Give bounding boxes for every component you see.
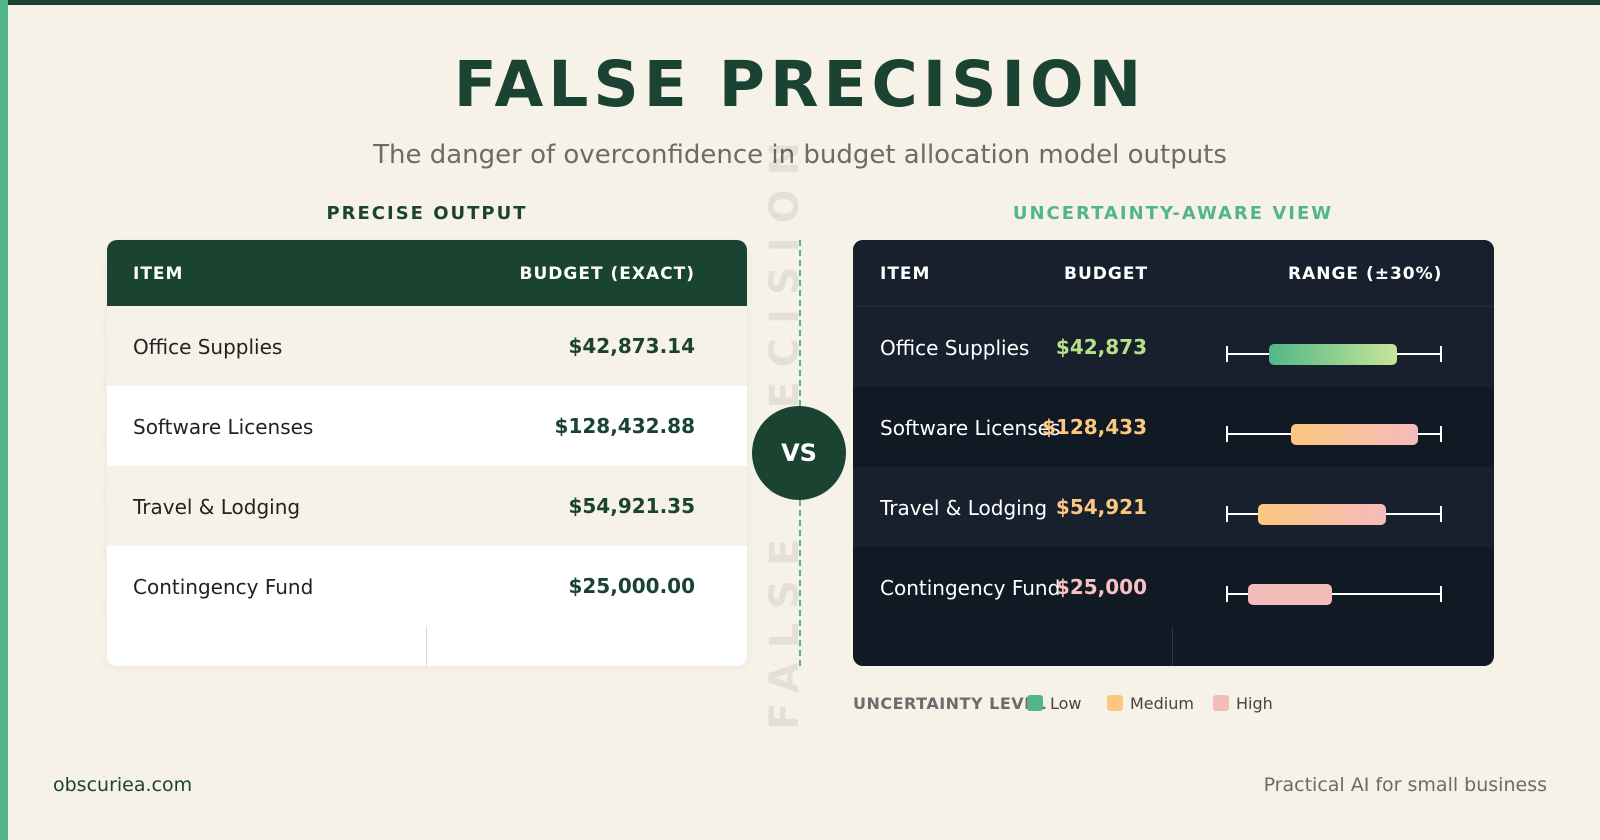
column-header-range: RANGE (±30%) xyxy=(1288,264,1443,284)
footer-tagline: Practical AI for small business xyxy=(1263,774,1547,796)
budget-value: $42,873 xyxy=(1055,335,1147,359)
vs-label: VS xyxy=(781,439,817,467)
item-name: Contingency Fund xyxy=(133,575,314,599)
table-row: Contingency Fund $25,000.00 xyxy=(107,546,747,626)
column-header-budget: BUDGET xyxy=(1064,264,1149,284)
table-row: Office Supplies $42,873.14 xyxy=(107,306,747,386)
budget-value: $25,000 xyxy=(1055,575,1147,599)
legend-item-low: Low xyxy=(1027,694,1082,713)
legend-item-high: High xyxy=(1213,694,1273,713)
page-title: FALSE PRECISION xyxy=(453,48,1147,121)
table-row: Software Licenses $128,433 xyxy=(853,387,1494,467)
range-max-cap xyxy=(1440,586,1442,602)
range-max-cap xyxy=(1440,346,1442,362)
item-name: Office Supplies xyxy=(880,336,1030,360)
column-header-budget: BUDGET (EXACT) xyxy=(519,264,695,284)
low-swatch xyxy=(1027,695,1043,711)
column-header-item: ITEM xyxy=(880,264,931,284)
legend-item-medium: Medium xyxy=(1107,694,1194,713)
table-row: Travel & Lodging $54,921.35 xyxy=(107,466,747,546)
column-header-item: ITEM xyxy=(133,264,184,284)
range-min-cap xyxy=(1226,346,1228,362)
budget-value: $54,921 xyxy=(1055,495,1147,519)
range-min-cap xyxy=(1226,586,1228,602)
range-indicator xyxy=(1226,419,1442,449)
legend-label: Medium xyxy=(1130,694,1194,713)
range-indicator xyxy=(1226,339,1442,369)
footer-site: obscuriea.com xyxy=(53,774,193,796)
item-name: Contingency Fund xyxy=(880,576,1061,600)
budget-value: $128,433 xyxy=(1041,415,1147,439)
range-max-cap xyxy=(1440,426,1442,442)
range-bar xyxy=(1290,424,1419,445)
table-header: ITEM BUDGET (EXACT) xyxy=(107,240,747,306)
range-bar xyxy=(1258,504,1386,525)
legend-label: Low xyxy=(1050,694,1082,713)
range-indicator xyxy=(1226,499,1442,529)
range-bar xyxy=(1247,584,1332,605)
budget-value: $54,921.35 xyxy=(568,494,695,518)
page-subtitle: The danger of overconfidence in budget a… xyxy=(373,140,1227,170)
precise-output-table: ITEM BUDGET (EXACT) Office Supplies $42,… xyxy=(107,240,747,666)
range-max-cap xyxy=(1440,506,1442,522)
range-whisker xyxy=(1226,593,1442,595)
top-accent-bar xyxy=(0,0,1600,5)
range-indicator xyxy=(1226,579,1442,609)
table-footer-divider xyxy=(426,626,427,666)
table-header: ITEM BUDGET RANGE (±30%) xyxy=(853,240,1494,307)
table-row: Software Licenses $128,432.88 xyxy=(107,386,747,466)
uncertainty-table: ITEM BUDGET RANGE (±30%) Office Supplies… xyxy=(853,240,1494,666)
item-name: Travel & Lodging xyxy=(133,495,301,519)
legend-label: High xyxy=(1236,694,1273,713)
left-accent-bar xyxy=(0,0,8,840)
uncertainty-legend: UNCERTAINTY LEVEL Low Medium High xyxy=(853,692,1493,716)
range-min-cap xyxy=(1226,506,1228,522)
item-name: Software Licenses xyxy=(133,415,314,439)
item-name: Software Licenses xyxy=(880,416,1061,440)
medium-swatch xyxy=(1107,695,1123,711)
item-name: Office Supplies xyxy=(133,335,283,359)
vs-badge: VS xyxy=(752,406,846,500)
high-swatch xyxy=(1213,695,1229,711)
uncertainty-view-label: UNCERTAINTY-AWARE VIEW xyxy=(1012,203,1334,224)
precise-output-label: PRECISE OUTPUT xyxy=(326,203,528,224)
budget-value: $128,432.88 xyxy=(554,414,695,438)
budget-value: $25,000.00 xyxy=(568,574,695,598)
table-footer-divider xyxy=(1172,626,1173,666)
table-row: Office Supplies $42,873 xyxy=(853,307,1494,387)
range-min-cap xyxy=(1226,426,1228,442)
range-bar xyxy=(1269,344,1397,365)
table-row: Travel & Lodging $54,921 xyxy=(853,467,1494,547)
table-row: Contingency Fund $25,000 xyxy=(853,547,1494,627)
budget-value: $42,873.14 xyxy=(568,334,695,358)
item-name: Travel & Lodging xyxy=(880,496,1048,520)
legend-title: UNCERTAINTY LEVEL xyxy=(853,694,1047,713)
